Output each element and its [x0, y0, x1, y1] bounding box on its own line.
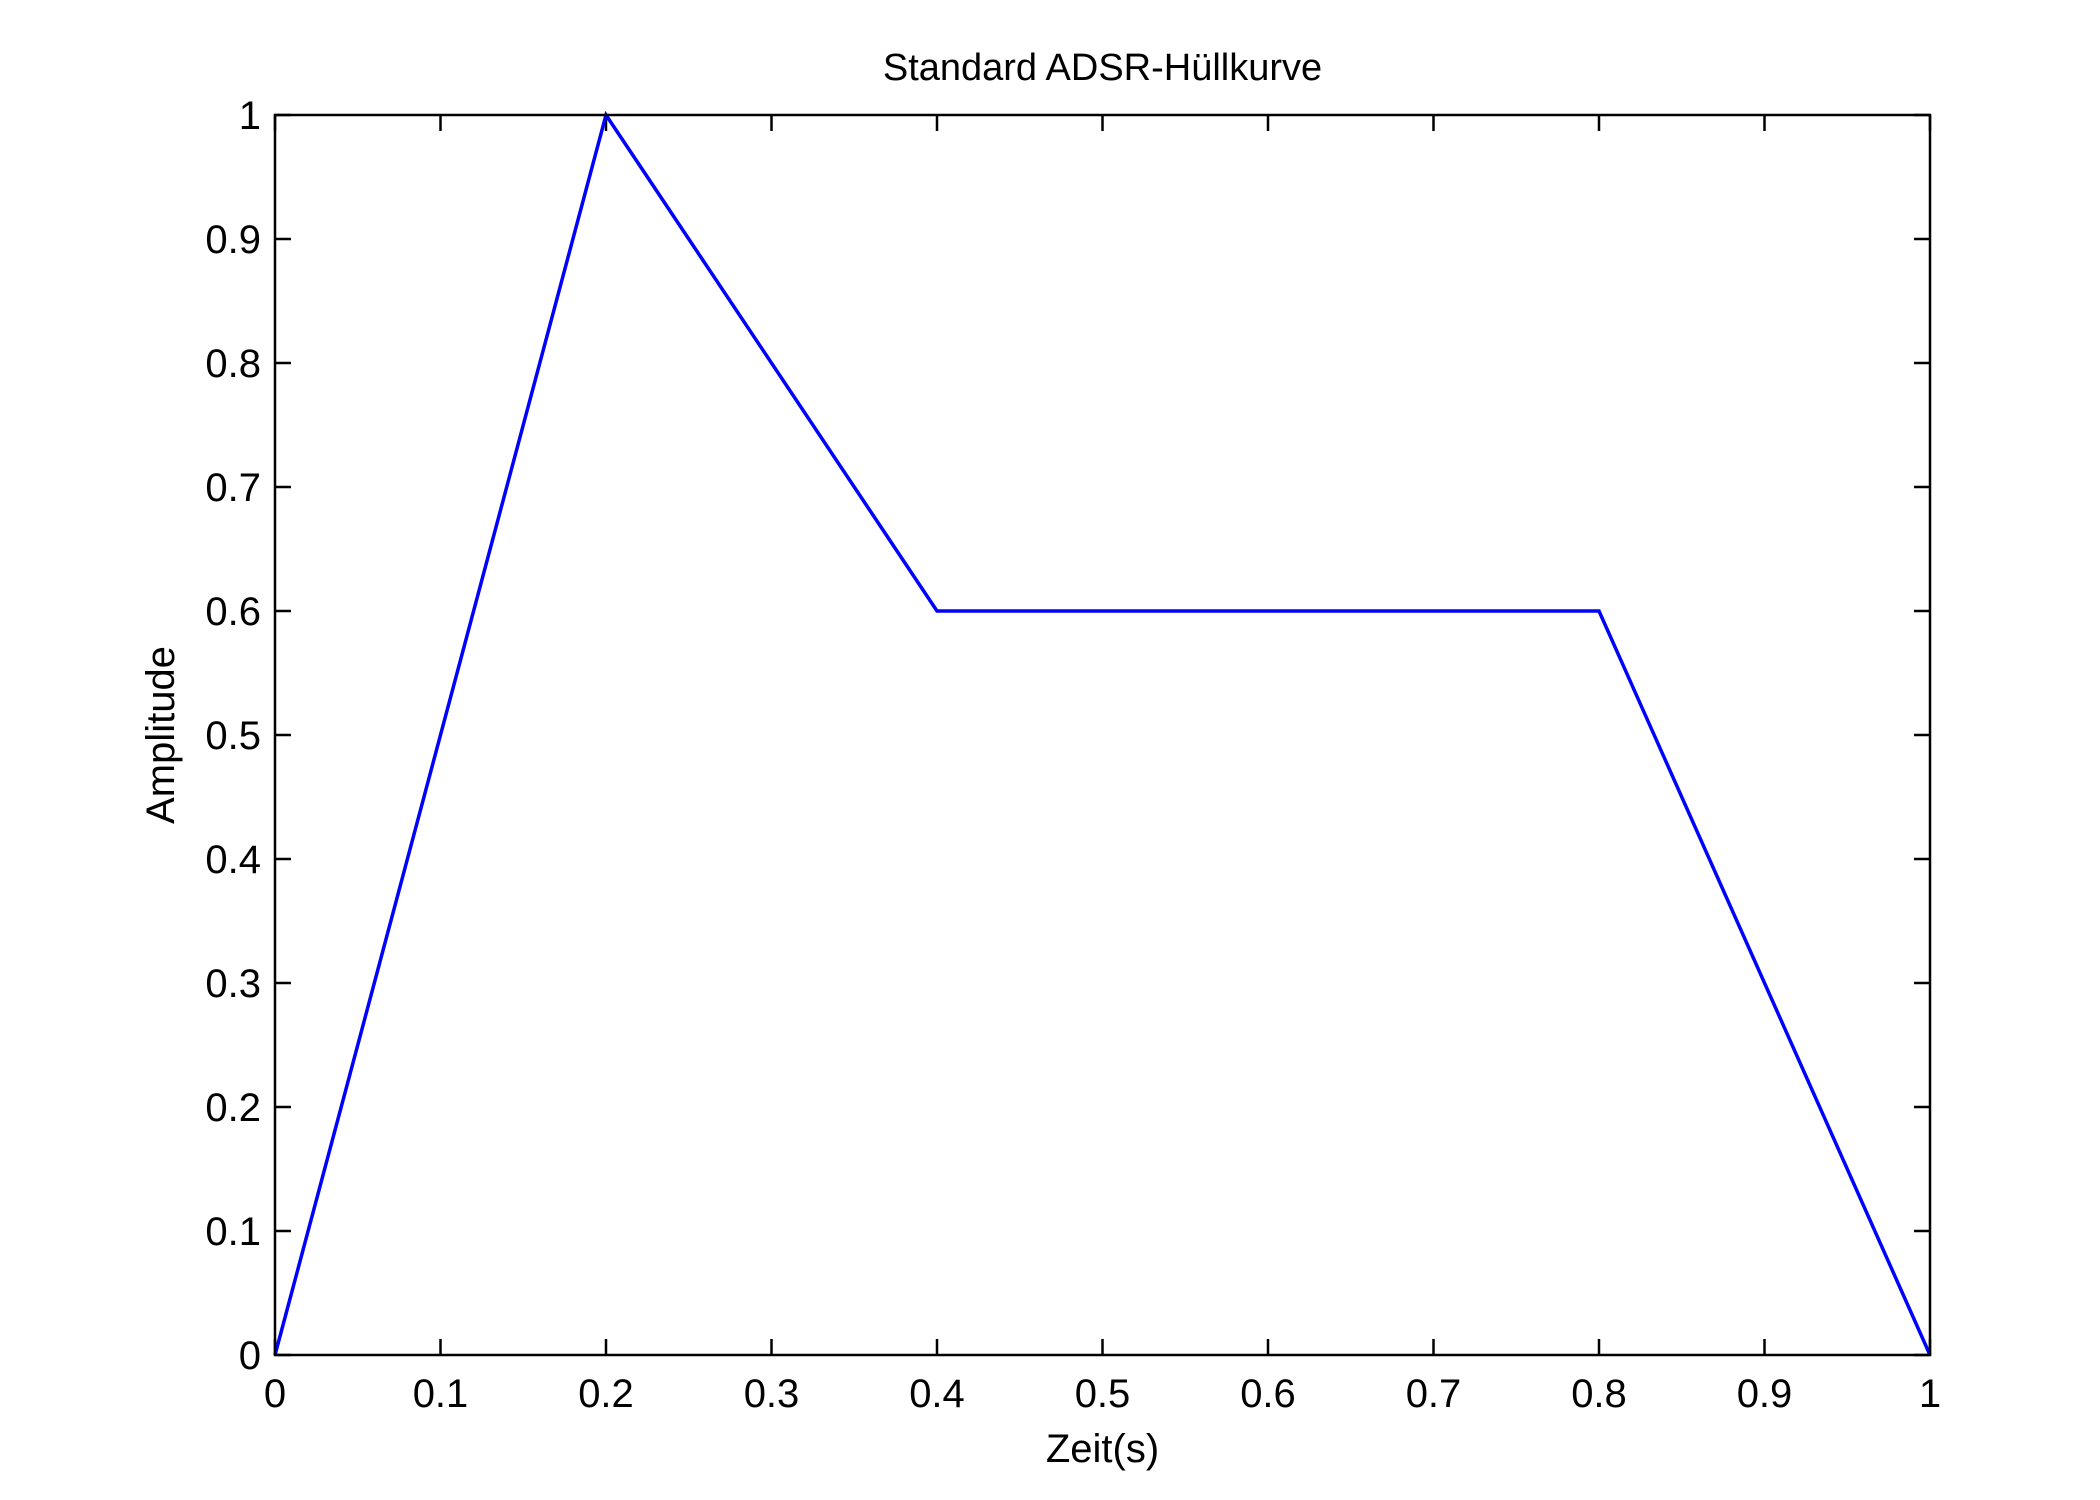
y-tick-label: 0.4 — [205, 838, 261, 882]
x-tick-label: 0.3 — [744, 1372, 800, 1416]
y-tick-label: 0.7 — [205, 466, 261, 510]
x-tick-label: 0.9 — [1737, 1372, 1793, 1416]
y-tick-label: 0.1 — [205, 1210, 261, 1254]
series-layer — [273, 110, 1932, 1356]
x-tick-label: 0.8 — [1571, 1372, 1627, 1416]
x-axis-ticks: 0 0.1 0.2 0.3 0.4 0.5 0.6 0.7 0.8 0.9 1 — [264, 115, 1941, 1416]
x-tick-label: 0 — [264, 1372, 286, 1416]
y-axis-label: Amplitude — [139, 646, 183, 824]
x-tick-label: 0.7 — [1406, 1372, 1462, 1416]
chart-title: Standard ADSR-Hüllkurve — [883, 47, 1322, 89]
x-tick-label: 0.5 — [1075, 1372, 1131, 1416]
y-tick-label: 0.2 — [205, 1086, 261, 1130]
x-tick-label: 0.1 — [413, 1372, 469, 1416]
x-tick-label: 0.6 — [1240, 1372, 1296, 1416]
x-tick-label: 0.4 — [909, 1372, 965, 1416]
series-line-0 — [273, 110, 1932, 1356]
y-tick-label: 1 — [239, 94, 261, 138]
y-tick-label: 0 — [239, 1334, 261, 1378]
y-axis-ticks: 0 0.1 0.2 0.3 0.4 0.5 0.6 0.7 0.8 0.9 1 — [205, 94, 1930, 1378]
y-tick-label: 0.3 — [205, 962, 261, 1006]
y-tick-label: 0.8 — [205, 342, 261, 386]
y-tick-label: 0.9 — [205, 218, 261, 262]
plot-area-frame — [273, 113, 1932, 1357]
x-tick-label: 1 — [1919, 1372, 1941, 1416]
x-axis-label: Zeit(s) — [1046, 1427, 1159, 1471]
x-tick-label: 0.2 — [578, 1372, 634, 1416]
y-tick-label: 0.6 — [205, 590, 261, 634]
y-tick-label: 0.5 — [205, 714, 261, 758]
